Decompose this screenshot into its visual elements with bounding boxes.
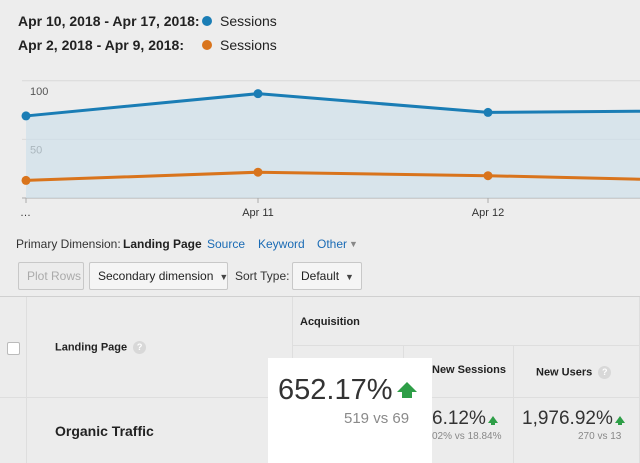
new-sessions-value: 6.12% — [432, 408, 498, 430]
chevron-down-icon: ▼ — [345, 272, 354, 282]
new-users-comparison: 270 vs 13 — [578, 431, 622, 442]
new-users-header[interactable]: New Users? — [514, 346, 640, 398]
secondary-dimension-dropdown[interactable]: Secondary dimension ▼ — [89, 262, 228, 290]
dimension-source-link[interactable]: Source — [207, 237, 246, 251]
data-point-current — [253, 89, 263, 99]
dimension-other-link: Other — [317, 237, 348, 251]
series-area-current — [26, 93, 640, 198]
legend-metric-current: Sessions — [220, 13, 277, 29]
arrow-up-icon — [614, 416, 625, 426]
legend-range-current: Apr 10, 2018 - Apr 17, 2018: — [18, 13, 200, 29]
help-icon[interactable]: ? — [598, 366, 612, 379]
landing-page-header-label: Landing Page — [55, 341, 128, 354]
data-point-current — [21, 111, 31, 121]
row-checkbox-cell — [0, 398, 27, 463]
table-row-label-cell: Organic Traffic — [27, 398, 293, 463]
legend-range-previous: Apr 2, 2018 - Apr 9, 2018: — [18, 37, 185, 53]
highlight-comparison: 519 vs 69 — [344, 410, 410, 427]
new-users-header-content: New Users? — [536, 366, 612, 379]
y-tick-label: 100 — [30, 86, 48, 98]
data-point-previous — [253, 167, 263, 177]
chevron-down-icon: ▼ — [349, 239, 358, 249]
dimension-landing-page[interactable]: Landing Page — [123, 237, 202, 251]
new-users-value: 1,976.92% — [522, 408, 625, 430]
new-users-big: 1,976.92% — [522, 408, 613, 429]
new-users-cell: 1,976.92% 270 vs 13 — [514, 398, 640, 463]
series-line-previous — [25, 170, 640, 182]
data-point-previous — [21, 175, 31, 185]
sort-type-dropdown[interactable]: Default ▼ — [292, 262, 362, 290]
legend-item-previous[interactable]: Apr 2, 2018 - Apr 9, 2018: Sessions — [18, 34, 318, 56]
legend-dot-current — [202, 16, 212, 26]
chevron-down-icon: ▼ — [219, 272, 229, 282]
plot-rows-button[interactable]: Plot Rows — [18, 262, 84, 290]
new-sessions-comparison: 02% vs 18.84% — [432, 431, 502, 442]
highlight-percent: 652.17% — [278, 374, 393, 406]
dimension-keyword-link[interactable]: Keyword — [258, 237, 305, 251]
table-controls: Plot Rows Secondary dimension ▼ Sort Type… — [0, 262, 640, 292]
new-users-header-label: New Users — [536, 366, 593, 379]
series-line-current — [25, 92, 640, 118]
new-sessions-big: 6.12% — [432, 408, 486, 429]
arrow-up-icon — [396, 382, 417, 399]
select-all-checkbox[interactable] — [7, 342, 20, 355]
legend-metric-previous: Sessions — [220, 37, 277, 53]
acquisition-group-header: Acquisition — [293, 297, 640, 346]
sort-type-label: Sort Type: — [235, 269, 290, 283]
landing-page-header-content: Landing Page? — [55, 341, 147, 354]
legend-dot-previous — [202, 40, 212, 50]
legend-item-current[interactable]: Apr 10, 2018 - Apr 17, 2018: Sessions — [18, 10, 318, 32]
arrow-up-icon — [487, 416, 498, 426]
landing-page-header[interactable]: Landing Page? — [27, 297, 293, 398]
select-all-cell — [0, 297, 27, 398]
dimension-other-dropdown[interactable]: Other ▼ — [317, 236, 358, 252]
help-icon[interactable]: ? — [133, 341, 147, 354]
primary-dimension-label: Primary Dimension: — [16, 237, 121, 251]
row-label-organic-traffic[interactable]: Organic Traffic — [55, 423, 154, 439]
data-point-previous — [483, 171, 493, 181]
secondary-dimension-label: Secondary dimension — [98, 269, 214, 283]
sort-type-value: Default — [301, 269, 340, 283]
x-tick-label: Apr 12 — [472, 207, 504, 219]
highlight-value: 652.17% — [278, 374, 417, 407]
highlighted-sessions-cell: 652.17% 519 vs 69 — [268, 358, 432, 463]
x-tick-label: Apr 11 — [242, 207, 274, 219]
acquisition-group-label: Acquisition — [300, 316, 360, 328]
new-sessions-header-label: New Sessions — [432, 364, 506, 376]
data-point-current — [483, 107, 493, 117]
x-tick-label: … — [20, 207, 31, 219]
